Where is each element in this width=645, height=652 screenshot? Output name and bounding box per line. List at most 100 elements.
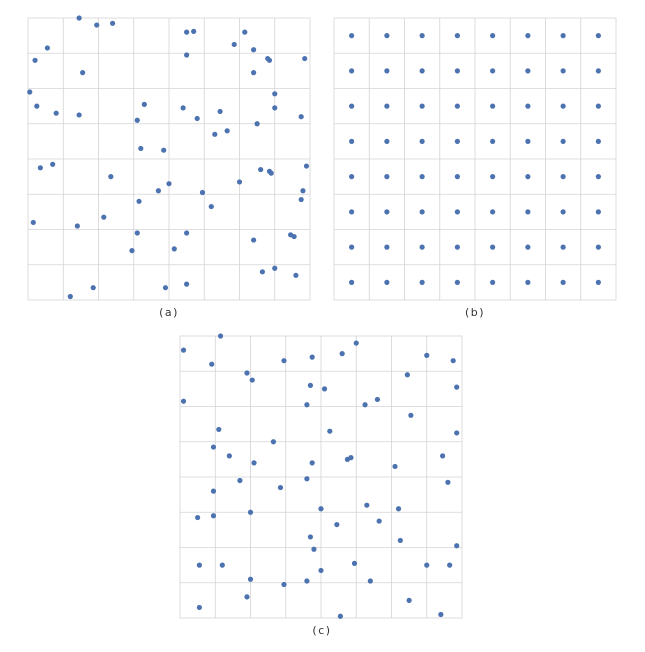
data-point-c	[445, 479, 451, 485]
data-point-b	[560, 244, 566, 250]
data-point-c	[237, 477, 243, 484]
data-point-c	[334, 521, 340, 528]
data-point-a	[129, 248, 135, 254]
data-point-a	[184, 281, 190, 287]
data-point-c	[367, 578, 373, 584]
data-point-b	[384, 209, 390, 215]
data-point-a	[251, 70, 257, 76]
data-point-b	[349, 68, 355, 74]
data-point-a	[27, 89, 33, 95]
data-point-a	[34, 103, 40, 109]
data-point-b	[454, 279, 460, 285]
data-point-a	[136, 198, 142, 204]
data-point-b	[454, 174, 460, 180]
data-point-c	[450, 358, 456, 364]
data-point-a	[303, 163, 310, 169]
data-point-c	[180, 347, 187, 353]
data-point-b	[349, 33, 355, 39]
data-point-a	[199, 189, 206, 196]
data-point-c	[406, 597, 412, 603]
data-point-c	[404, 372, 410, 378]
data-point-a	[162, 285, 169, 291]
data-point-b	[525, 174, 531, 180]
data-point-a	[90, 285, 96, 291]
data-point-c	[247, 576, 254, 582]
caption-a: (a)	[159, 306, 179, 319]
data-point-a	[298, 114, 304, 120]
data-point-a	[101, 214, 107, 220]
data-point-a	[194, 115, 200, 122]
data-point-c	[364, 502, 370, 508]
data-point-a	[184, 29, 190, 35]
data-point-b	[560, 279, 566, 285]
data-point-b	[419, 103, 425, 109]
grid-panel-b	[333, 17, 617, 301]
data-point-a	[32, 57, 38, 63]
scatter-panel-a	[27, 15, 311, 301]
data-point-c	[309, 354, 315, 360]
data-point-a	[184, 52, 190, 58]
data-point-a	[53, 110, 59, 116]
data-point-a	[110, 20, 116, 26]
data-point-a	[272, 265, 278, 271]
data-point-c	[277, 484, 284, 491]
data-point-c	[408, 412, 414, 418]
data-point-a	[76, 112, 82, 118]
data-point-a	[258, 166, 264, 173]
data-point-c	[353, 340, 359, 346]
data-point-b	[595, 68, 601, 74]
data-point-a	[171, 246, 177, 252]
plot-frame-a	[27, 17, 311, 301]
data-point-a	[141, 101, 147, 107]
data-point-a	[217, 108, 223, 115]
caption-c: (c)	[312, 624, 331, 637]
data-point-a	[166, 181, 172, 187]
data-point-a	[272, 105, 278, 111]
data-point-c	[307, 382, 314, 388]
data-point-b	[454, 33, 460, 39]
data-point-a	[298, 196, 304, 203]
data-point-a	[180, 105, 186, 111]
data-point-a	[108, 174, 114, 180]
data-point-a	[94, 22, 100, 28]
data-point-c	[309, 460, 315, 466]
data-point-b	[454, 68, 460, 74]
data-point-c	[318, 506, 324, 512]
data-point-c	[210, 488, 217, 494]
data-point-a	[138, 145, 144, 152]
data-point-a	[74, 223, 80, 229]
data-point-c	[210, 444, 217, 450]
data-point-b	[525, 33, 531, 39]
data-point-a	[251, 237, 257, 243]
data-point-c	[281, 581, 287, 588]
data-point-c	[454, 430, 460, 436]
data-point-a	[272, 91, 278, 97]
data-point-b	[384, 68, 390, 74]
data-point-b	[560, 209, 566, 215]
plot-frame-c	[179, 335, 463, 619]
data-point-a	[300, 188, 306, 194]
data-point-b	[490, 279, 496, 285]
data-point-c	[374, 396, 380, 403]
data-point-b	[560, 174, 566, 180]
data-point-b	[349, 174, 355, 180]
data-point-b	[525, 68, 531, 74]
data-point-b	[454, 244, 460, 250]
data-point-b	[595, 103, 601, 109]
data-point-a	[254, 121, 260, 127]
data-point-c	[327, 428, 333, 434]
data-point-c	[209, 361, 215, 367]
data-point-b	[419, 174, 425, 180]
data-point-c	[281, 358, 287, 364]
data-point-c	[454, 384, 460, 390]
data-point-b	[384, 33, 390, 39]
data-point-c	[270, 439, 277, 445]
data-point-c	[196, 562, 202, 568]
data-point-a	[184, 230, 190, 236]
data-point-a	[37, 165, 43, 171]
data-point-c	[196, 604, 202, 611]
data-point-b	[525, 279, 531, 285]
data-point-a	[44, 45, 50, 51]
data-point-b	[384, 244, 390, 250]
data-point-c	[217, 333, 224, 339]
